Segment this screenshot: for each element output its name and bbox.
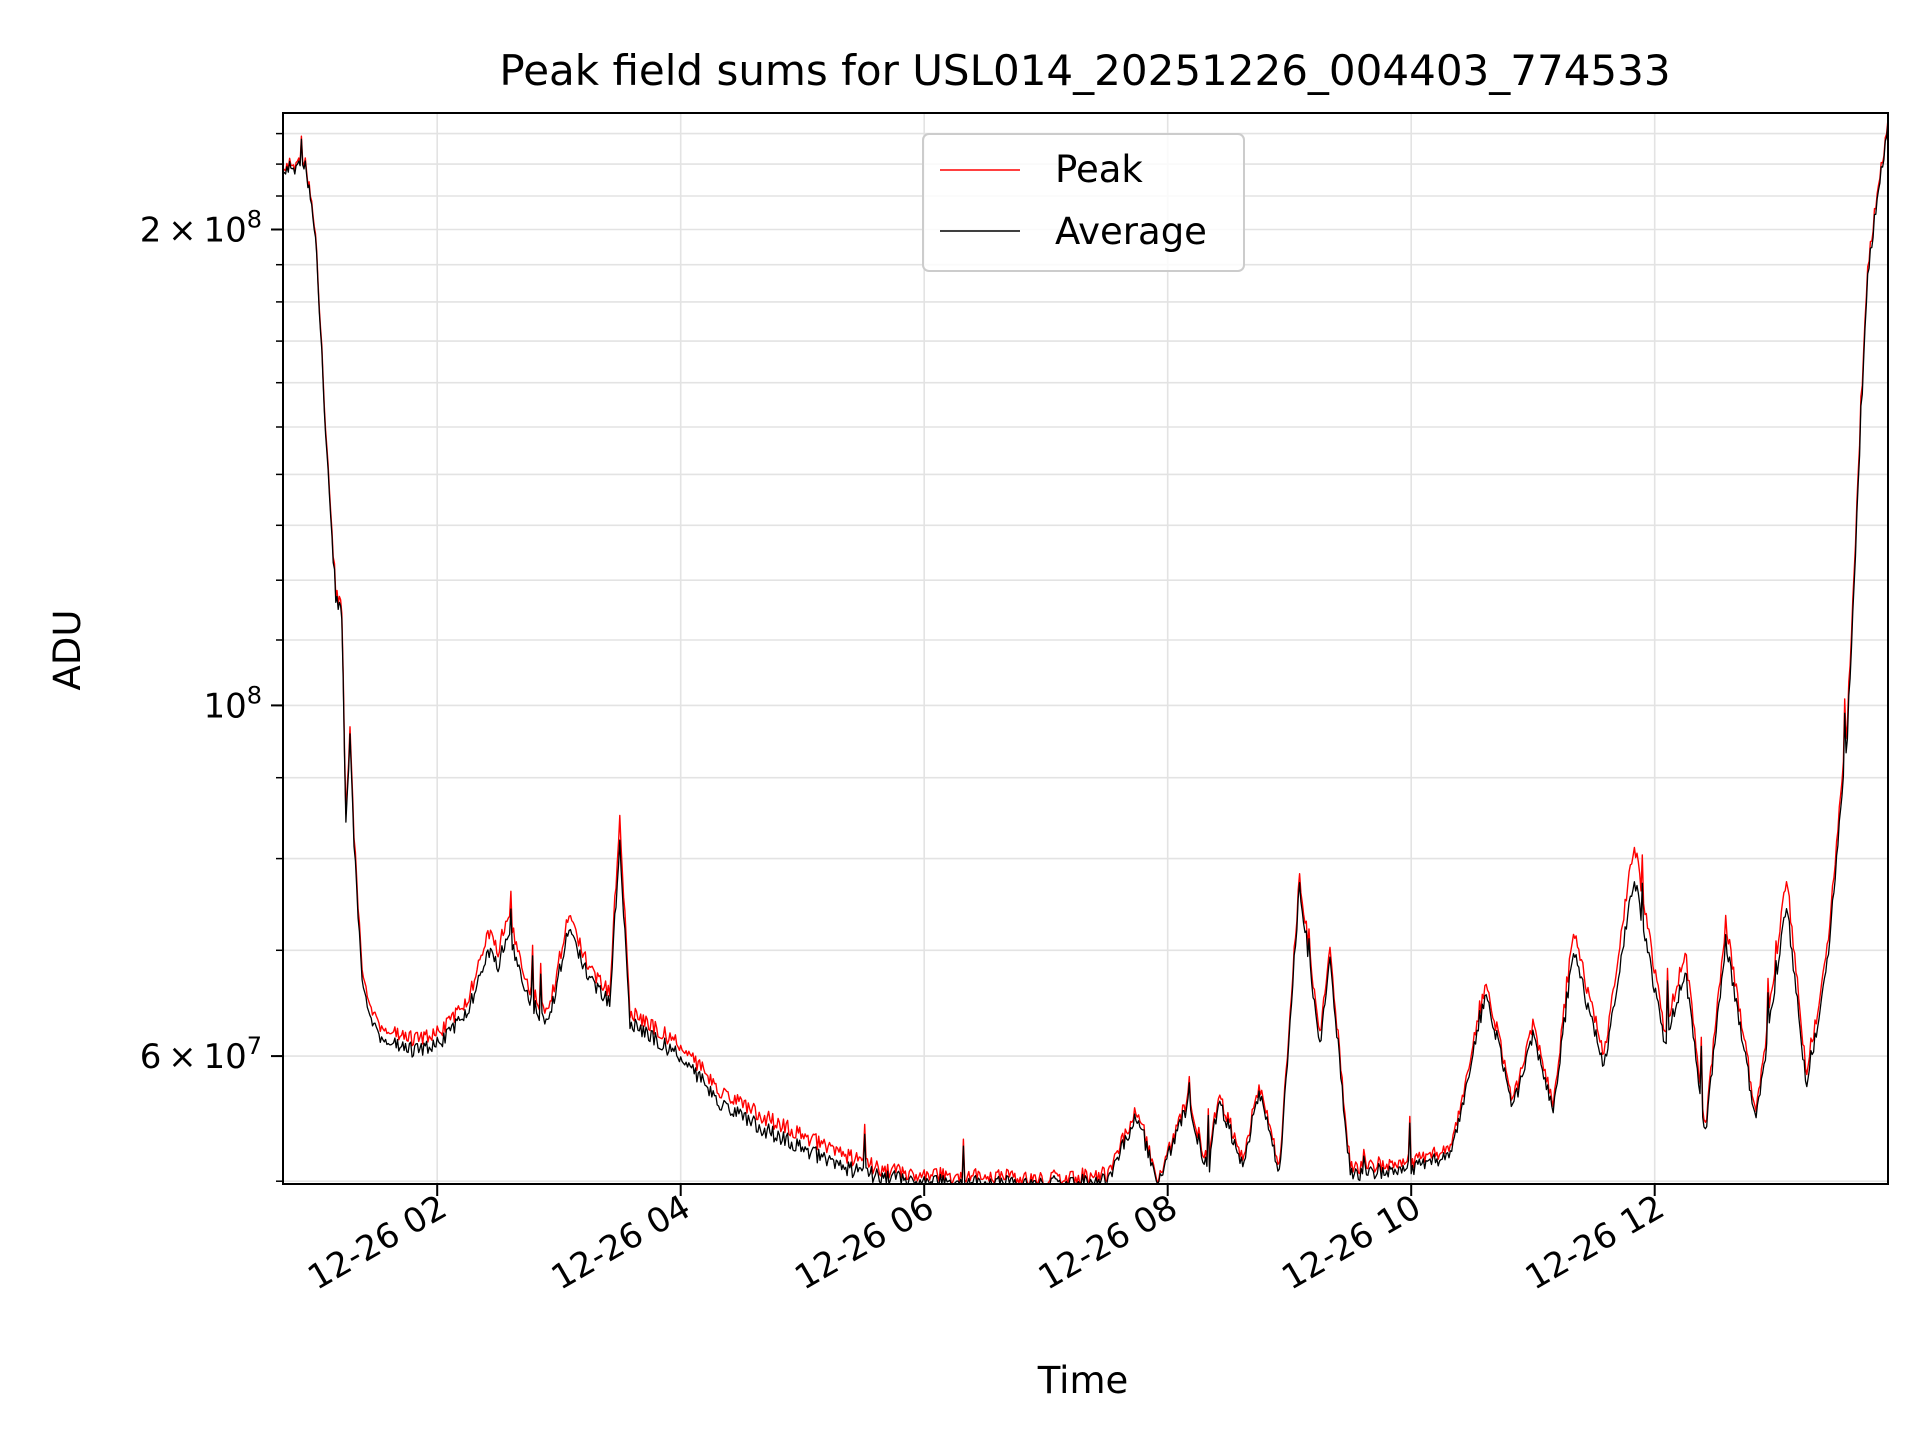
y-tick-label: 108 <box>203 681 262 726</box>
x-tick-label: 12-26 10 <box>1275 1187 1427 1298</box>
x-tick-label: 12-26 08 <box>1032 1187 1184 1298</box>
chart-title: Peak field sums for USL014_20251226_0044… <box>499 46 1670 95</box>
grid-lines <box>283 113 1888 1184</box>
y-tick-label: 2 × 108 <box>140 206 262 251</box>
legend: Peak Average <box>922 133 1245 272</box>
series-line-average <box>282 121 1889 1185</box>
series-line-peak <box>282 118 1889 1185</box>
x-tick-label: 12-26 02 <box>301 1187 453 1298</box>
x-axis-ticks: 12-26 02 12-26 04 12-26 06 12-26 08 12-26 10… <box>301 1184 1671 1298</box>
x-tick-label: 12-26 04 <box>545 1187 697 1298</box>
x-tick-label: 12-26 06 <box>788 1187 940 1298</box>
y-axis-ticks: 6 × 107 108 2 × 108 <box>140 132 283 1182</box>
plot-series <box>282 118 1889 1185</box>
y-tick-label: 6 × 107 <box>140 1032 262 1077</box>
x-axis-label: Time <box>1037 1359 1129 1402</box>
legend-label-peak: Peak <box>1055 148 1143 191</box>
plot-frame <box>282 112 1889 1185</box>
legend-label-average: Average <box>1055 210 1207 253</box>
y-axis-label: ADU <box>46 610 89 691</box>
legend-box <box>922 133 1245 272</box>
x-tick-label: 12-26 12 <box>1519 1187 1671 1298</box>
